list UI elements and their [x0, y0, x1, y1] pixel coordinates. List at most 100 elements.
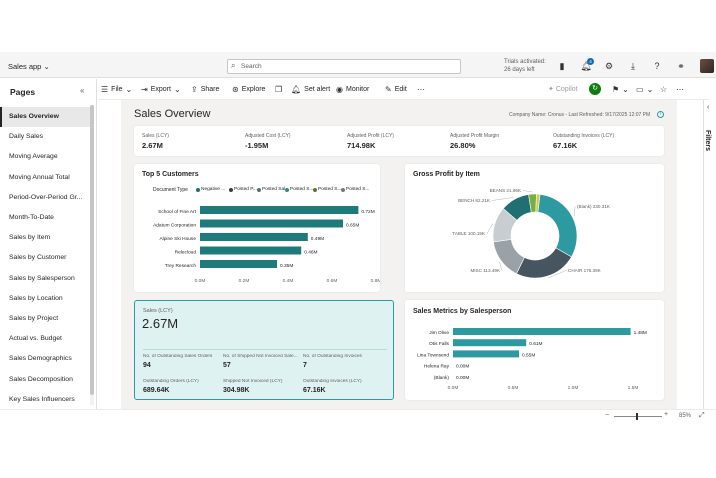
avatar[interactable] — [700, 59, 714, 73]
share-people-icon[interactable]: ⚭ — [677, 60, 685, 71]
copilot-button[interactable]: ✦ Copilot — [548, 86, 578, 93]
bar[interactable] — [200, 219, 343, 228]
top5-bar-chart: School of Fine Art 0.72M Adatum Corporatio… — [153, 206, 380, 284]
bar[interactable] — [453, 328, 631, 335]
download-icon[interactable]: ⤓ — [631, 60, 635, 71]
page-item[interactable]: Sales by Customer — [9, 254, 67, 262]
kpi-label: Sales (LCY) — [142, 133, 169, 139]
favorite-button[interactable]: ☆ — [660, 85, 667, 94]
pages-scrollbar-thumb[interactable] — [90, 105, 94, 395]
page-item[interactable]: Sales Demographics — [9, 355, 72, 363]
page-item[interactable]: Sales Overview — [0, 107, 90, 127]
search-icon: ⌕ — [231, 61, 236, 70]
page-item[interactable]: Period-Over-Period Gr... — [9, 193, 83, 201]
data-label: 0.00M — [456, 375, 469, 381]
info-icon[interactable]: i — [657, 111, 664, 118]
bell-icon[interactable]: 🔔︎ — [580, 60, 592, 71]
view-button[interactable]: ▭ ⌄ — [636, 85, 653, 94]
donut-slice[interactable] — [535, 193, 541, 213]
bell-icon: 🔔︎ — [291, 85, 302, 94]
refresh-icon[interactable]: ↻ — [589, 83, 601, 95]
stat-value: 689.64K — [143, 387, 170, 394]
donut-slice[interactable] — [516, 247, 572, 279]
zoom-in-icon[interactable]: + — [664, 411, 669, 418]
page-item[interactable]: Sales by Item — [9, 234, 51, 242]
slice-label: BEANS 21.96K — [490, 188, 522, 193]
page-item[interactable]: Sales by Location — [9, 294, 63, 302]
bar[interactable] — [453, 339, 527, 347]
kpi-value: 2.67M — [142, 141, 163, 150]
leader-line — [547, 270, 567, 279]
category-label: Jim Olive — [429, 330, 449, 336]
page-item[interactable]: Sales by Project — [9, 315, 59, 322]
legend-item[interactable]: Negative ... — [201, 187, 226, 192]
bar[interactable] — [200, 233, 308, 241]
page-item[interactable]: Moving Average — [9, 153, 58, 161]
page-item[interactable]: Month-To-Date — [9, 214, 54, 221]
copy-button[interactable]: ❐ — [275, 85, 282, 94]
app-switcher[interactable]: Sales app ⌄ — [8, 62, 50, 71]
search-placeholder: Search — [241, 63, 262, 70]
donut-slice[interactable] — [537, 193, 578, 258]
salesperson-visual[interactable] — [405, 300, 664, 400]
page-item[interactable]: Daily Sales — [9, 133, 43, 141]
page-item[interactable]: Actual vs. Budget — [9, 335, 62, 343]
bar[interactable] — [200, 206, 359, 214]
legend-item[interactable]: Posted Sal... — [262, 187, 290, 192]
legend-item[interactable]: Posted S... — [290, 187, 314, 192]
bar[interactable] — [200, 246, 302, 255]
edit-button[interactable]: ✎ Edit — [385, 85, 407, 94]
bookmark-button[interactable]: ⚑ ⌄ — [612, 85, 629, 94]
zoom-out-icon[interactable]: − — [605, 412, 610, 419]
page-item[interactable]: Sales Decomposition — [9, 375, 73, 383]
export-menu[interactable]: ⇥ Export ⌄ — [141, 85, 181, 94]
sales-card-visual[interactable] — [134, 300, 394, 400]
bar[interactable] — [200, 260, 277, 268]
top5-customers-visual[interactable] — [134, 164, 380, 292]
set-alert-button[interactable]: 🔔︎ Set alert — [291, 85, 331, 94]
kpi-value: 67.16K — [553, 141, 578, 150]
more-options-button[interactable]: ⋯ — [417, 85, 425, 94]
data-label: 0.46M — [304, 250, 317, 256]
page-item[interactable]: Sales by Salesperson — [9, 274, 75, 282]
leader-line — [522, 190, 533, 193]
filters-label[interactable]: Filters — [704, 130, 711, 152]
category-label: Helena Ray — [424, 364, 450, 370]
slice-label: TABLE 100.15K — [452, 231, 486, 236]
report-refresh-info: Company Name: Cronus - Last Refreshed: 9… — [509, 112, 651, 118]
legend-item[interactable]: Posted P... — [234, 187, 257, 192]
stat-value: 94 — [143, 362, 151, 369]
salesperson-title: Sales Metrics by Salesperson — [413, 308, 512, 315]
kpi-value: 714.98K — [347, 141, 376, 150]
panel-icon[interactable]: ▮ — [559, 60, 565, 71]
leader-line — [574, 206, 576, 217]
filters-pane[interactable] — [703, 100, 716, 409]
x-tick-label: 0.8M — [371, 278, 380, 284]
chevron-left-icon[interactable]: ‹ — [707, 104, 710, 111]
kpi-value: -1.95M — [245, 141, 269, 150]
stat-label: No. of Shipped Not Invoiced Sale... — [223, 354, 298, 359]
legend-marker — [341, 188, 345, 192]
legend-item[interactable]: Posted S... — [318, 187, 342, 192]
explore-button[interactable]: ⊛ Explore — [232, 85, 266, 94]
bar[interactable] — [453, 350, 519, 358]
chevron-down-icon: ⌄ — [622, 85, 629, 94]
zoom-slider[interactable] — [614, 416, 662, 417]
legend-item[interactable]: Posted S... — [346, 187, 370, 192]
star-icon: ☆ — [660, 85, 668, 94]
collapse-pane-icon[interactable]: « — [80, 86, 85, 95]
more-icon: ⋯ — [417, 85, 425, 94]
page-item[interactable]: Key Sales Influencers — [9, 395, 75, 403]
more-icon[interactable]: ⋯ — [676, 85, 684, 94]
file-menu[interactable]: ☰ File ⌄ — [101, 85, 133, 94]
search-input[interactable] — [227, 59, 461, 74]
share-button[interactable]: ⇪ Share — [191, 85, 220, 94]
gear-icon[interactable]: ⚙ — [604, 60, 614, 71]
help-icon[interactable]: ? — [654, 61, 660, 71]
page-item[interactable]: Moving Annual Total — [9, 173, 70, 181]
fit-page-icon[interactable]: ⤢ — [699, 412, 705, 419]
sales-card-value: 2.67M — [142, 316, 179, 331]
x-tick-label: 0.5M — [508, 385, 519, 391]
zoom-slider-thumb[interactable] — [636, 413, 638, 420]
monitor-button[interactable]: ◉ Monitor — [336, 85, 370, 94]
